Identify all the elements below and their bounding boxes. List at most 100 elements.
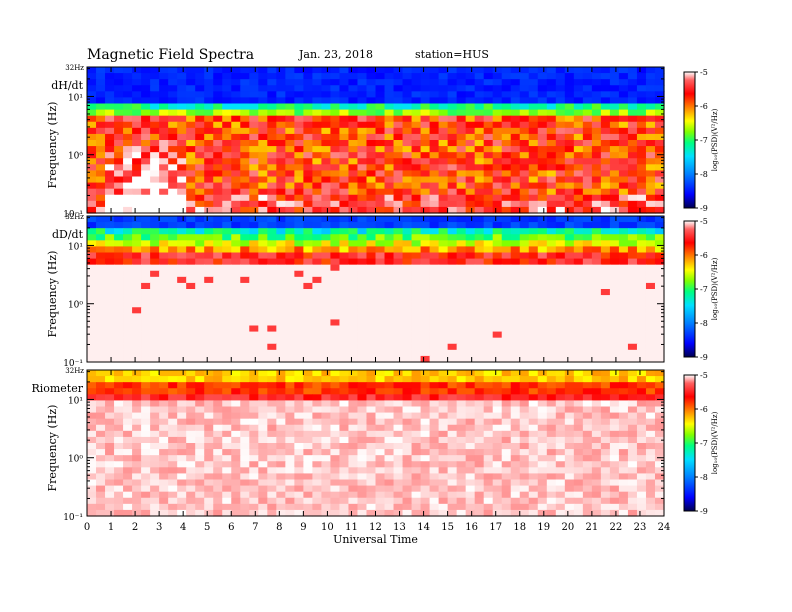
spectrogram-cell [474,307,485,314]
spectrogram-cell [645,234,656,241]
spectrogram-cell [402,200,413,208]
spectrogram-cell [546,103,557,111]
spectrogram-cell [456,313,467,321]
spectrogram-cell [636,109,647,117]
spectrogram-cell [393,337,404,345]
spectrogram-cell [294,152,304,159]
spectrogram-cell [312,289,323,296]
x-tick-label: 9 [300,522,306,533]
colorbar-tick-label: -7 [700,439,708,448]
spectrogram-cell [339,109,350,117]
spectrogram-cell [375,67,386,74]
spectrogram-cell [213,412,223,420]
spectrogram-cell [159,382,169,389]
spectrogram-cell [609,158,620,165]
spectrogram-cell [537,400,548,408]
spectrogram-cell [384,461,395,468]
spectrogram-cell [492,115,503,123]
spectrogram-cell [375,455,386,462]
spectrogram-cell [636,430,647,438]
spectrogram-cell [177,206,187,214]
spectrogram-cell [483,200,494,208]
spectrogram-cell [474,152,485,159]
spectrogram-cell [285,264,295,272]
spectrogram-cell [456,234,467,241]
spectrogram-cell [132,376,142,383]
spectrogram-cell [438,370,449,377]
spectrogram-cell [609,491,620,499]
spectrogram-cell [483,228,494,235]
spectrogram-cell [627,509,638,517]
y-tick-label: 10⁰ [68,455,83,465]
spectrogram-cell [276,115,286,123]
spectrogram-cell [600,270,611,278]
spectrogram-cell [123,228,133,235]
spectrogram-cell [564,264,575,272]
spectrogram-cell [537,97,548,105]
spectrogram-cell [564,479,575,487]
spectrogram-cell [483,376,494,383]
spectrogram-cell [483,289,494,296]
spectrogram-cell [348,276,359,284]
spectrogram-cell [375,479,386,487]
spectrogram-cell [582,246,593,254]
spectrogram-cell [366,289,377,296]
spectrogram-cell [114,264,124,272]
spectrogram-cell [600,406,611,414]
spectrogram-cell [285,194,295,202]
spectrogram-cell [519,313,530,321]
spectrogram-cell [420,455,431,462]
spectrogram-cell [519,246,530,254]
spectrogram-cell [645,467,656,475]
spectrogram-cell [402,170,413,178]
spectrogram-cell [366,222,377,229]
spectrogram-cell [276,497,286,505]
spectrogram-cell [402,127,413,135]
spectrogram-cell [141,424,151,432]
spectrogram-cell [87,170,97,178]
spectrogram-cell [186,301,196,308]
spectrogram-cell [105,436,115,444]
spectrogram-cell [573,430,584,438]
spectrogram-cell [375,109,386,117]
spectrogram-cell [483,443,494,450]
spectrogram-cell [375,91,386,99]
spectrogram-cell [555,388,566,395]
spectrogram-cell [636,436,647,444]
spectrogram-cell [555,188,566,196]
spectrogram-cell [222,240,232,248]
spectrogram-cell [546,140,557,147]
spectrogram-cell [402,97,413,105]
spectrogram-cell [537,228,548,235]
spectrogram-cell [231,331,241,339]
spectrogram-cell [213,319,223,327]
spectrogram-cell [474,313,485,321]
spectrogram-cell [528,382,539,389]
spectrogram-cell [177,473,187,481]
spectrogram-cell [564,182,575,190]
spectrogram-cell [213,115,223,123]
spectrogram-cell [249,394,259,402]
spectrogram-cell [456,349,467,357]
spectrogram-cell [114,430,124,438]
spectrogram-cell [330,115,341,123]
spectrogram-cell [555,222,566,229]
spectrogram-cell [213,140,223,147]
spectrogram-cell [114,491,124,499]
spectrogram-cell [168,467,178,475]
spectrogram-cell [393,503,404,511]
spectrogram-cell [195,406,205,414]
spectrogram-cell [600,436,611,444]
spectrogram-cell [240,479,250,487]
spectrogram-cell [87,479,97,487]
spectrogram-cell [474,140,485,147]
spectrogram-cell [132,355,142,363]
spectrogram-cell [564,388,575,395]
spectrogram-cell [618,400,629,408]
spectrogram-cell [312,400,323,408]
spectrogram-cell [519,319,530,327]
spectrogram-cell [393,295,404,302]
spectrogram-cell [123,479,133,487]
spectrogram-cell [258,337,268,345]
spectrogram-cell [474,388,485,395]
